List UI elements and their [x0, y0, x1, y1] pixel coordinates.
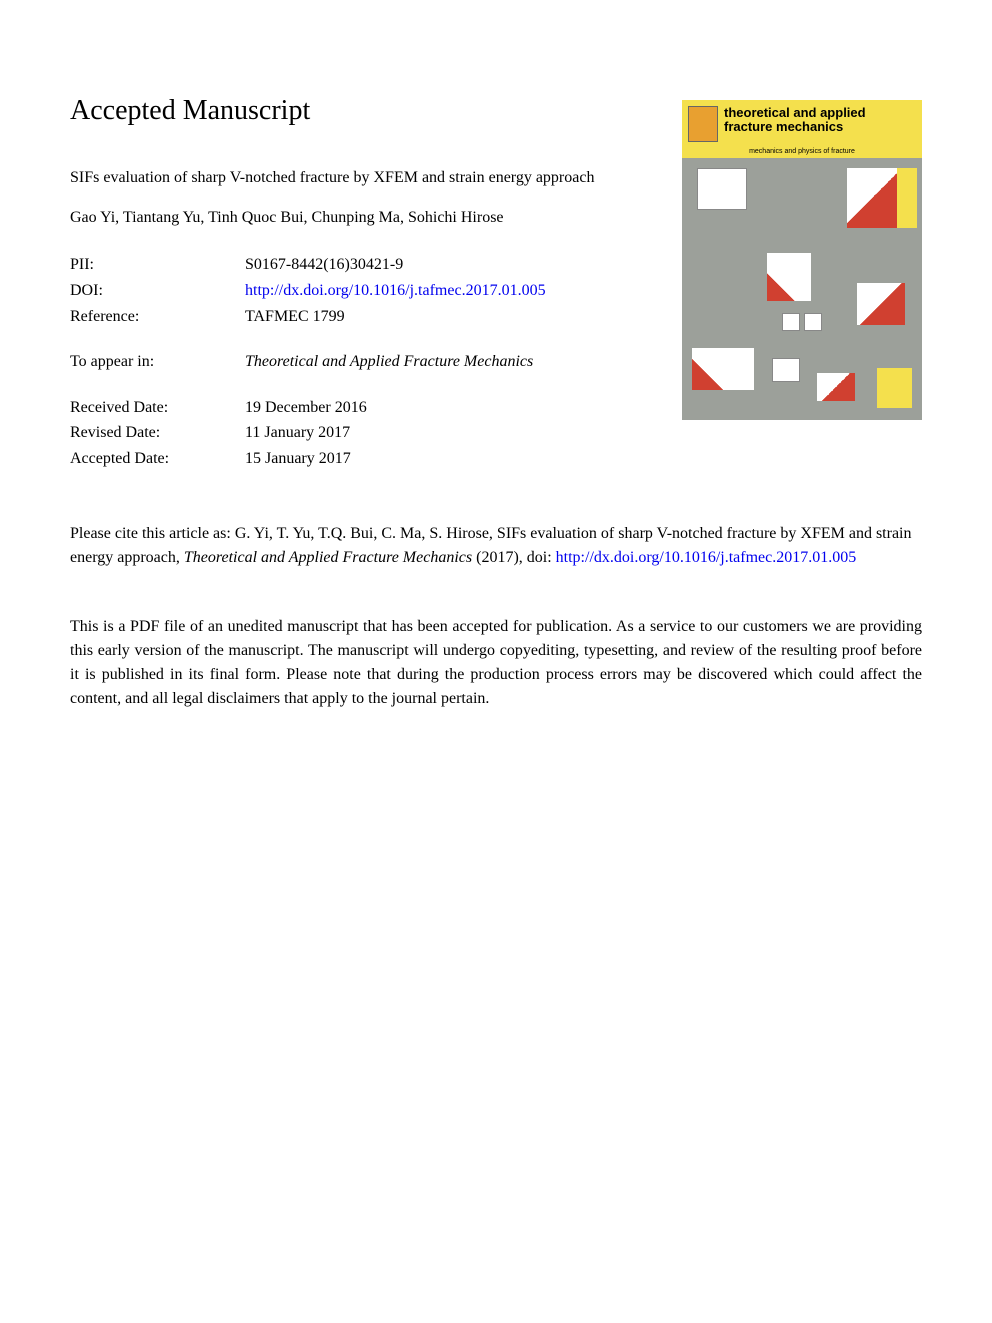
metadata-row-reference: Reference: TAFMEC 1799: [70, 304, 662, 330]
doi-link[interactable]: http://dx.doi.org/10.1016/j.tafmec.2017.…: [245, 278, 662, 304]
metadata-label: PII:: [70, 252, 245, 278]
page-heading: Accepted Manuscript: [70, 95, 662, 127]
cover-shape: [804, 313, 822, 331]
metadata-row-pii: PII: S0167-8442(16)30421-9: [70, 252, 662, 278]
metadata-label: To appear in:: [70, 349, 245, 375]
metadata-label: Revised Date:: [70, 420, 245, 446]
journal-title-block: theoretical and applied fracture mechani…: [724, 106, 866, 135]
metadata-row-appear: To appear in: Theoretical and Applied Fr…: [70, 349, 662, 375]
metadata-row-revised: Revised Date: 11 January 2017: [70, 420, 662, 446]
authors: Gao Yi, Tiantang Yu, Tinh Quoc Bui, Chun…: [70, 209, 662, 227]
journal-title-line1: theoretical and applied: [724, 106, 866, 120]
citation-section: Please cite this article as: G. Yi, T. Y…: [70, 522, 922, 570]
metadata-label: Accepted Date:: [70, 446, 245, 472]
cover-shape: [782, 313, 800, 331]
metadata-row-received: Received Date: 19 December 2016: [70, 395, 662, 421]
metadata-value: S0167-8442(16)30421-9: [245, 252, 662, 278]
spacer: [70, 329, 662, 349]
cover-body: [682, 158, 922, 420]
elsevier-logo-icon: [688, 106, 718, 142]
spacer: [70, 375, 662, 395]
metadata-value: TAFMEC 1799: [245, 304, 662, 330]
header-section: Accepted Manuscript SIFs evaluation of s…: [70, 95, 922, 492]
cover-shape: [697, 168, 747, 210]
metadata-value: 11 January 2017: [245, 420, 662, 446]
metadata-value-journal: Theoretical and Applied Fracture Mechani…: [245, 349, 662, 375]
article-title: SIFs evaluation of sharp V-notched fract…: [70, 167, 662, 189]
cover-shape: [692, 348, 754, 390]
metadata-value: 19 December 2016: [245, 395, 662, 421]
cover-shape: [817, 373, 855, 401]
cover-shape: [897, 168, 917, 228]
cover-shape: [877, 368, 912, 408]
metadata-label: Received Date:: [70, 395, 245, 421]
journal-subtitle: mechanics and physics of fracture: [682, 148, 922, 155]
cover-shape: [772, 358, 800, 382]
metadata-table: PII: S0167-8442(16)30421-9 DOI: http://d…: [70, 252, 662, 471]
cover-shape: [767, 253, 811, 301]
citation-doi-link[interactable]: http://dx.doi.org/10.1016/j.tafmec.2017.…: [556, 549, 857, 566]
cover-shape: [857, 283, 905, 325]
metadata-label: DOI:: [70, 278, 245, 304]
metadata-value: 15 January 2017: [245, 446, 662, 472]
cover-header: theoretical and applied fracture mechani…: [682, 100, 922, 158]
journal-cover: theoretical and applied fracture mechani…: [682, 100, 922, 420]
citation-year: (2017), doi:: [472, 549, 556, 566]
metadata-row-accepted: Accepted Date: 15 January 2017: [70, 446, 662, 472]
journal-title-line2: fracture mechanics: [724, 120, 866, 134]
left-content: Accepted Manuscript SIFs evaluation of s…: [70, 95, 662, 492]
metadata-label: Reference:: [70, 304, 245, 330]
citation-journal: Theoretical and Applied Fracture Mechani…: [184, 549, 472, 566]
cover-shape: [847, 168, 897, 228]
metadata-row-doi: DOI: http://dx.doi.org/10.1016/j.tafmec.…: [70, 278, 662, 304]
disclaimer-section: This is a PDF file of an unedited manusc…: [70, 615, 922, 711]
